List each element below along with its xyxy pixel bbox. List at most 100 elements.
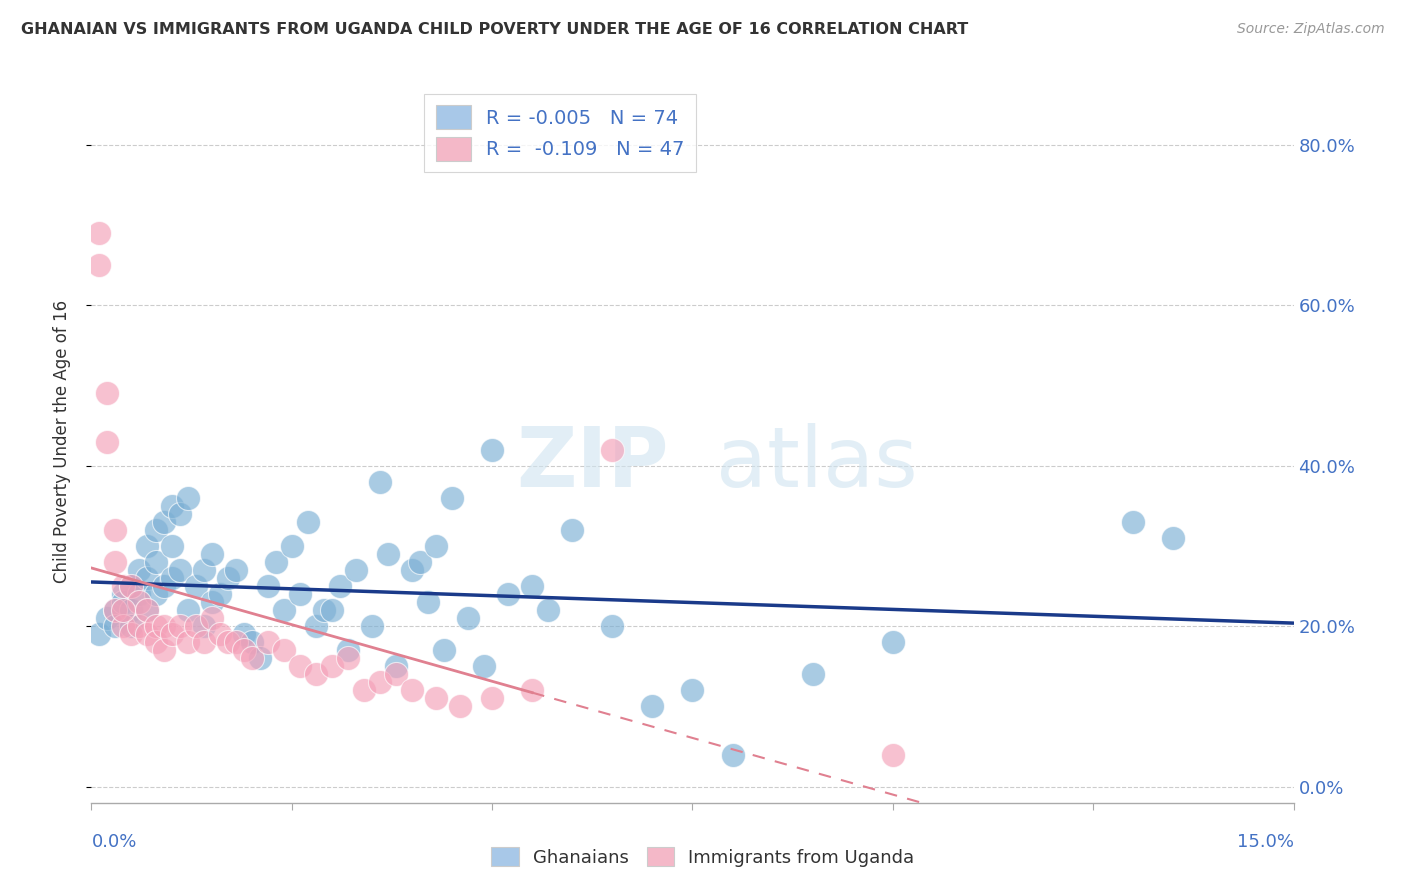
Point xyxy=(522,683,544,698)
Point xyxy=(240,651,263,665)
Point xyxy=(433,643,456,657)
Point xyxy=(377,547,399,561)
Point xyxy=(225,563,247,577)
Point xyxy=(225,635,247,649)
Point xyxy=(217,635,239,649)
Legend: R = -0.005   N = 74, R =  -0.109   N = 47: R = -0.005 N = 74, R = -0.109 N = 47 xyxy=(425,94,696,172)
Point xyxy=(193,619,215,633)
Point xyxy=(104,603,127,617)
Point xyxy=(256,635,278,649)
Point xyxy=(882,747,904,762)
Point xyxy=(136,603,159,617)
Point xyxy=(112,579,135,593)
Point xyxy=(440,491,463,505)
Point xyxy=(121,627,143,641)
Point xyxy=(240,635,263,649)
Point xyxy=(801,667,824,681)
Point xyxy=(256,579,278,593)
Point xyxy=(112,619,135,633)
Point xyxy=(145,635,167,649)
Point xyxy=(145,555,167,569)
Point xyxy=(1163,531,1185,545)
Point xyxy=(425,539,447,553)
Point xyxy=(169,507,191,521)
Point xyxy=(176,491,198,505)
Point xyxy=(321,603,343,617)
Point xyxy=(160,571,183,585)
Point xyxy=(136,539,159,553)
Point xyxy=(121,579,143,593)
Y-axis label: Child Poverty Under the Age of 16: Child Poverty Under the Age of 16 xyxy=(52,300,70,583)
Point xyxy=(136,603,159,617)
Point xyxy=(121,579,143,593)
Point xyxy=(297,515,319,529)
Legend: Ghanaians, Immigrants from Uganda: Ghanaians, Immigrants from Uganda xyxy=(484,840,922,874)
Point xyxy=(401,683,423,698)
Point xyxy=(201,595,224,609)
Point xyxy=(305,667,328,681)
Point xyxy=(449,699,471,714)
Point xyxy=(457,611,479,625)
Point xyxy=(112,587,135,601)
Point xyxy=(128,619,150,633)
Point xyxy=(208,587,231,601)
Point xyxy=(89,226,111,240)
Point xyxy=(128,563,150,577)
Point xyxy=(273,603,295,617)
Point xyxy=(312,603,335,617)
Point xyxy=(169,619,191,633)
Point xyxy=(176,603,198,617)
Point xyxy=(217,571,239,585)
Point xyxy=(152,619,174,633)
Point xyxy=(721,747,744,762)
Point xyxy=(145,587,167,601)
Point xyxy=(288,659,311,673)
Point xyxy=(681,683,703,698)
Point xyxy=(169,563,191,577)
Point xyxy=(416,595,439,609)
Point xyxy=(104,619,127,633)
Point xyxy=(321,659,343,673)
Point xyxy=(336,643,359,657)
Point xyxy=(401,563,423,577)
Point xyxy=(1122,515,1144,529)
Point xyxy=(160,627,183,641)
Point xyxy=(353,683,375,698)
Point xyxy=(89,627,111,641)
Point xyxy=(128,595,150,609)
Point xyxy=(136,571,159,585)
Point xyxy=(201,611,224,625)
Point xyxy=(561,523,583,537)
Point xyxy=(641,699,664,714)
Point xyxy=(481,691,503,706)
Point xyxy=(472,659,495,673)
Point xyxy=(336,651,359,665)
Point xyxy=(385,659,408,673)
Point xyxy=(193,563,215,577)
Point xyxy=(89,258,111,272)
Point xyxy=(305,619,328,633)
Point xyxy=(288,587,311,601)
Point xyxy=(121,603,143,617)
Point xyxy=(496,587,519,601)
Point xyxy=(128,587,150,601)
Point xyxy=(329,579,352,593)
Point xyxy=(264,555,287,569)
Point xyxy=(193,635,215,649)
Point xyxy=(368,475,391,489)
Point xyxy=(152,579,174,593)
Point xyxy=(136,627,159,641)
Text: Source: ZipAtlas.com: Source: ZipAtlas.com xyxy=(1237,22,1385,37)
Text: ZIP: ZIP xyxy=(516,423,668,504)
Point xyxy=(112,603,135,617)
Text: GHANAIAN VS IMMIGRANTS FROM UGANDA CHILD POVERTY UNDER THE AGE OF 16 CORRELATION: GHANAIAN VS IMMIGRANTS FROM UGANDA CHILD… xyxy=(21,22,969,37)
Point xyxy=(360,619,382,633)
Point xyxy=(145,523,167,537)
Point xyxy=(176,635,198,649)
Point xyxy=(104,603,127,617)
Point xyxy=(385,667,408,681)
Point xyxy=(104,555,127,569)
Point xyxy=(145,619,167,633)
Point xyxy=(602,442,624,457)
Point xyxy=(160,499,183,513)
